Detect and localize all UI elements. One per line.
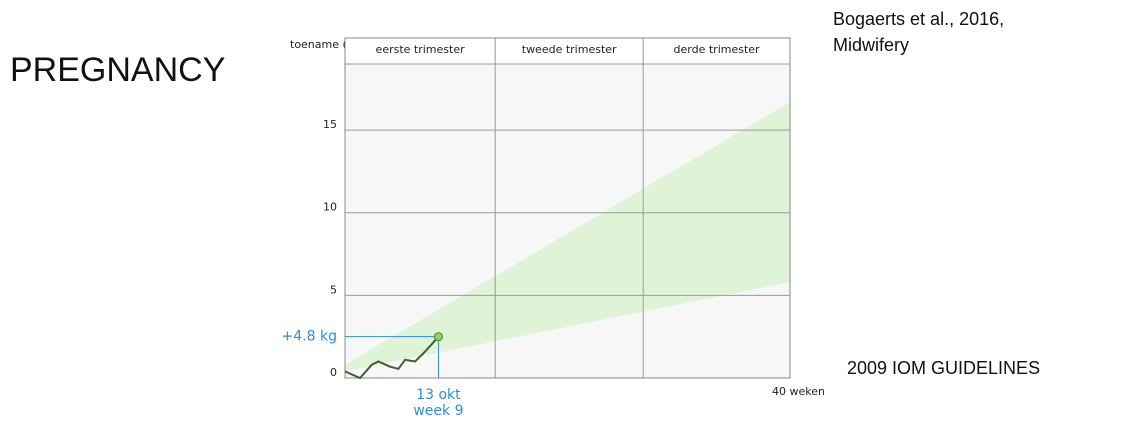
last-point — [433, 332, 443, 342]
trimester-label: derde trimester — [674, 43, 761, 56]
slide-title: PREGNANCY — [10, 51, 225, 89]
annotation-date: 13 okt — [416, 387, 461, 403]
trimester-label: tweede trimester — [522, 43, 617, 56]
y-tick-label: 0 — [330, 366, 337, 379]
y-tick-label: 10 — [323, 201, 337, 214]
trimester-label: eerste trimester — [376, 43, 466, 56]
weight-line — [344, 336, 440, 380]
x-axis-label: 40 weken — [772, 385, 825, 398]
citation: Midwifery — [833, 35, 909, 55]
y-tick-label: 15 — [323, 118, 337, 131]
citation: Bogaerts et al., 2016, — [833, 9, 1004, 29]
annotation-value: +4.8 kg — [282, 329, 337, 345]
y-tick-label: 5 — [330, 283, 337, 296]
guideline-band — [345, 102, 790, 372]
note: 2009 IOM GUIDELINES — [847, 358, 1040, 378]
plot-border — [344, 37, 791, 379]
header-area — [345, 38, 790, 64]
annotation-week: week 9 — [413, 403, 463, 419]
